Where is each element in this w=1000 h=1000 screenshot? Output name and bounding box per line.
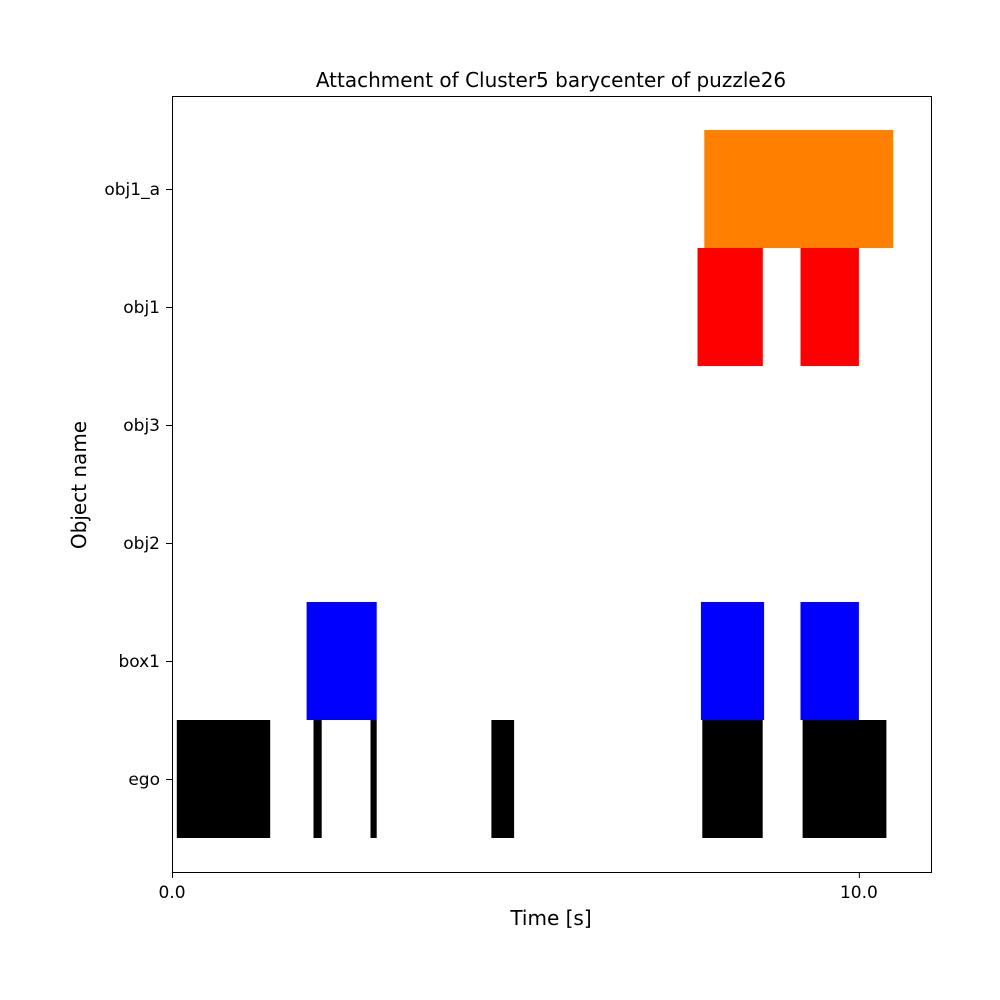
bar-box1-0: [306, 602, 377, 720]
y-tick-label-obj3: obj3: [123, 416, 160, 436]
x-tick-label-1: 10.0: [840, 883, 878, 903]
plot-frame: [172, 96, 932, 873]
x-tick-label-0: 0.0: [158, 883, 185, 903]
bar-ego-4: [702, 720, 763, 838]
bars-layer: [176, 130, 894, 838]
bar-ego-0: [176, 720, 271, 838]
x-axis: 0.0 10.0: [158, 872, 878, 903]
bar-obj1-1: [800, 248, 859, 366]
bar-obj1-0: [697, 248, 763, 366]
bar-ego-2: [370, 720, 377, 838]
y-axis-label: Object name: [67, 421, 91, 549]
x-axis-label: Time [s]: [509, 906, 591, 930]
y-tick-label-obj1: obj1: [123, 298, 160, 318]
bar-obj1_a-0: [704, 130, 894, 248]
y-tick-label-ego: ego: [128, 770, 160, 790]
bar-box1-2: [800, 602, 859, 720]
y-tick-label-obj2: obj2: [123, 534, 160, 554]
bar-ego-3: [491, 720, 515, 838]
y-tick-label-obj1_a: obj1_a: [104, 180, 160, 200]
y-tick-label-box1: box1: [118, 652, 160, 672]
chart-title: Attachment of Cluster5 barycenter of puz…: [316, 68, 786, 92]
bar-ego-1: [313, 720, 322, 838]
bar-box1-1: [700, 602, 765, 720]
bar-ego-5: [802, 720, 887, 838]
y-axis: ego box1 obj2 obj3 obj1 obj1_a: [104, 180, 172, 790]
